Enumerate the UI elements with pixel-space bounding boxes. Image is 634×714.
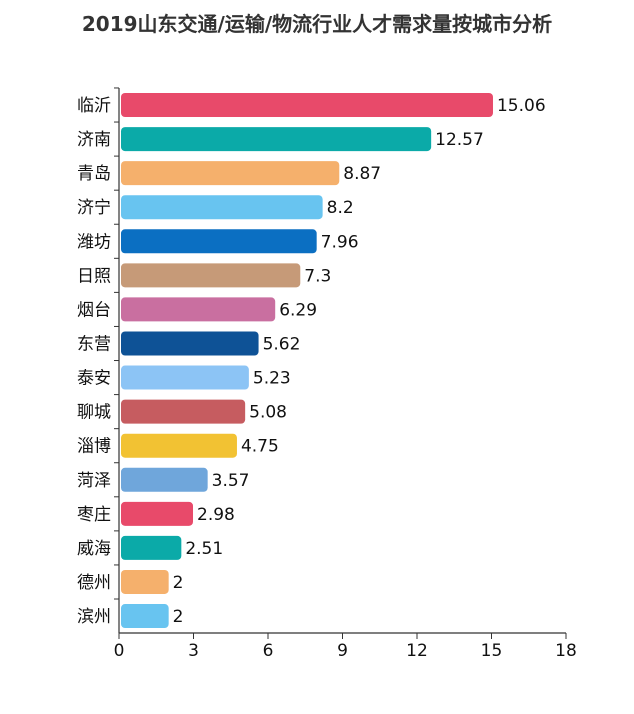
bar: [121, 161, 340, 186]
data-label: 8.87: [343, 164, 381, 184]
x-tick-label: 18: [555, 641, 577, 661]
data-label: 2.98: [197, 505, 235, 525]
bar: [121, 501, 194, 526]
bar: [121, 229, 317, 254]
category-label: 威海: [77, 539, 111, 559]
data-label: 15.06: [497, 96, 546, 116]
x-tick-label: 6: [263, 641, 274, 661]
data-label: 2: [173, 607, 184, 627]
category-label: 菏泽: [77, 471, 111, 491]
category-label: 济宁: [77, 198, 111, 218]
x-tick-label: 15: [481, 641, 503, 661]
category-label: 德州: [77, 573, 111, 593]
data-label: 7.3: [304, 266, 331, 286]
chart-title: 2019山东交通/运输/物流行业人才需求量按城市分析: [81, 12, 553, 36]
category-label: 枣庄: [77, 505, 111, 525]
data-label: 5.62: [263, 334, 301, 354]
data-label: 2: [173, 573, 184, 593]
category-label: 临沂: [77, 96, 111, 116]
data-label: 3.57: [212, 471, 250, 491]
data-label: 4.75: [241, 437, 279, 457]
category-label: 烟台: [77, 300, 111, 320]
bar: [121, 365, 249, 390]
data-label: 7.96: [321, 232, 359, 252]
bar: [121, 93, 493, 117]
category-label: 潍坊: [77, 232, 111, 252]
bar: [121, 399, 246, 424]
bar: [121, 263, 301, 288]
bar: [121, 297, 276, 322]
category-label: 济南: [77, 130, 111, 150]
data-label: 5.23: [253, 369, 291, 389]
category-label: 青岛: [77, 164, 111, 184]
category-label: 东营: [77, 334, 111, 354]
x-tick-label: 3: [188, 641, 199, 661]
x-tick-label: 9: [337, 641, 348, 661]
data-label: 12.57: [435, 130, 484, 150]
bar: [121, 195, 323, 220]
bar: [121, 604, 169, 629]
data-label: 2.51: [185, 539, 223, 559]
category-label: 滨州: [77, 607, 111, 627]
category-label: 泰安: [77, 369, 111, 389]
bar: [121, 569, 169, 594]
x-tick-label: 12: [406, 641, 428, 661]
data-label: 6.29: [279, 300, 317, 320]
bar: [121, 535, 182, 560]
category-label: 日照: [77, 266, 111, 286]
data-label: 8.2: [327, 198, 354, 218]
category-label: 淄博: [77, 437, 111, 457]
bar: [121, 433, 237, 458]
data-label: 5.08: [249, 403, 287, 423]
category-label: 聊城: [77, 403, 111, 423]
bar: [121, 331, 259, 356]
x-tick-label: 0: [114, 641, 125, 661]
bar: [121, 467, 208, 492]
bar: [121, 127, 432, 152]
